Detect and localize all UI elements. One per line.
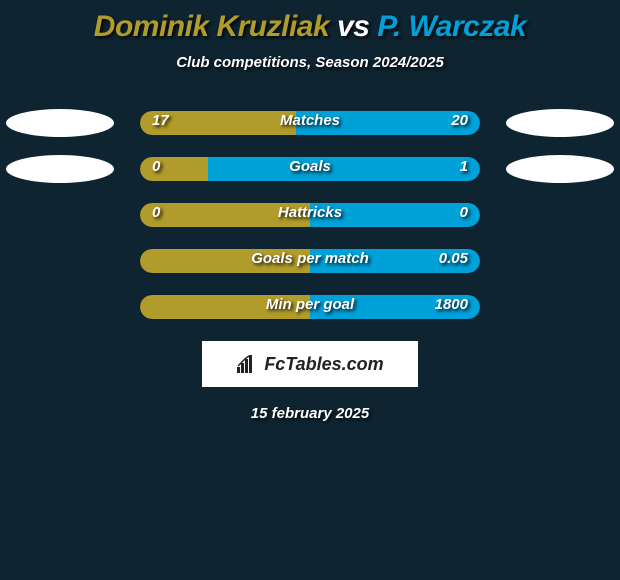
- attribution-text: FcTables.com: [264, 354, 383, 375]
- player1-logo-ellipse: [6, 155, 114, 183]
- bar-fill-left: [140, 203, 310, 227]
- stat-rows: 1720Matches01Goals00Hattricks0.05Goals p…: [0, 111, 620, 319]
- player2-logo-ellipse: [506, 109, 614, 137]
- bar-chart-icon: [236, 355, 258, 373]
- player2-logo-ellipse: [506, 155, 614, 183]
- stat-bar: 1800Min per goal: [140, 295, 480, 319]
- bar-fill-left: [140, 249, 310, 273]
- stat-value-left: 0: [152, 158, 160, 175]
- title-player1: Dominik Kruzliak: [94, 10, 329, 43]
- bar-fill-right: [310, 203, 480, 227]
- stat-row: 1800Min per goal: [0, 295, 620, 319]
- stat-value-left: 17: [152, 112, 169, 129]
- stat-row: 0.05Goals per match: [0, 249, 620, 273]
- stat-bar: 00Hattricks: [140, 203, 480, 227]
- bar-fill-left: [140, 295, 310, 319]
- stat-row: 00Hattricks: [0, 203, 620, 227]
- stat-value-right: 20: [451, 112, 468, 129]
- stat-bar: 1720Matches: [140, 111, 480, 135]
- attribution-badge: FcTables.com: [202, 341, 418, 387]
- stat-value-right: 1: [460, 158, 468, 175]
- stat-value-right: 0: [460, 204, 468, 221]
- bar-fill-left: [140, 157, 208, 181]
- stat-value-right: 1800: [435, 296, 468, 313]
- player1-logo-ellipse: [6, 109, 114, 137]
- stat-row: 01Goals: [0, 157, 620, 181]
- generated-date: 15 february 2025: [0, 405, 620, 422]
- title-player2: P. Warczak: [377, 10, 526, 43]
- bar-fill-right: [208, 157, 480, 181]
- stat-value-right: 0.05: [439, 250, 468, 267]
- chart-subtitle: Club competitions, Season 2024/2025: [0, 54, 620, 71]
- title-vs: vs: [329, 10, 377, 43]
- stat-row: 1720Matches: [0, 111, 620, 135]
- chart-container: Dominik Kruzliak vs P. Warczak Club comp…: [0, 0, 620, 422]
- stat-value-left: 0: [152, 204, 160, 221]
- chart-title: Dominik Kruzliak vs P. Warczak: [0, 10, 620, 44]
- stat-bar: 01Goals: [140, 157, 480, 181]
- stat-bar: 0.05Goals per match: [140, 249, 480, 273]
